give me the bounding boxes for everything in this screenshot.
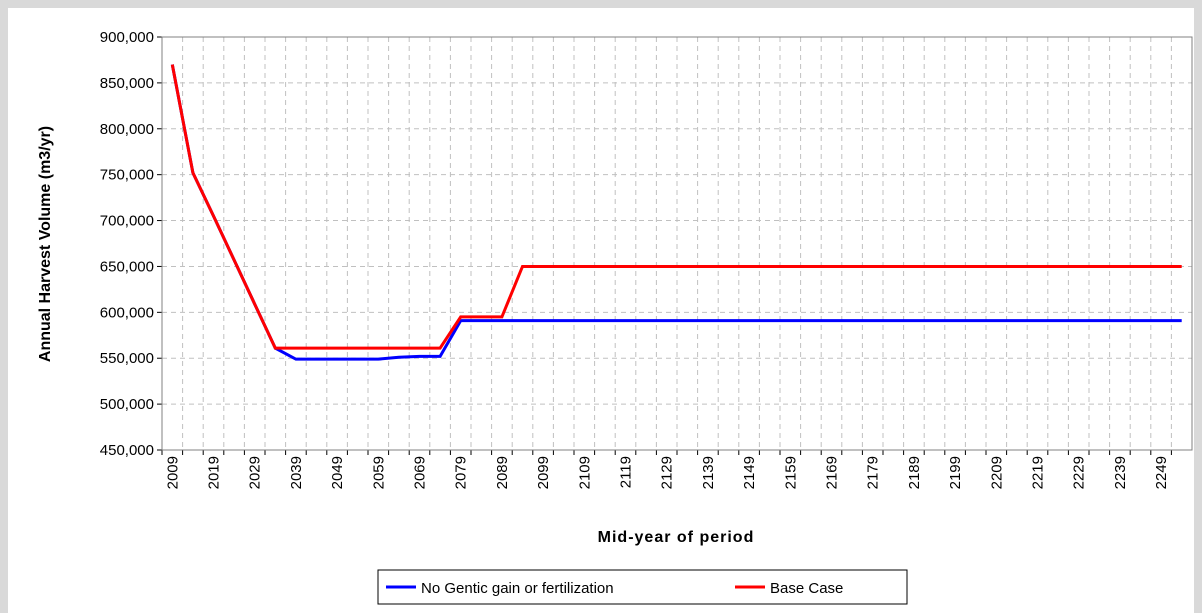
legend [377,569,908,605]
y-tick-label: 450,000 [100,442,154,459]
series-line [170,64,1182,361]
x-tick-label: 2199 [947,456,964,489]
x-tick-label: 2239 [1112,456,1129,489]
y-tick-label: 900,000 [100,29,154,46]
x-tick-label: 2069 [412,456,429,489]
x-tick-label: 2189 [906,456,923,489]
x-tick-label: 2209 [988,456,1005,489]
legend-label: Base Case [770,580,843,597]
x-tick-label: 2019 [206,456,223,489]
y-tick-label: 750,000 [100,167,154,184]
y-tick-label: 700,000 [100,213,154,230]
x-tick-label: 2089 [494,456,511,489]
legend-label: No Gentic gain or fertilization [421,580,614,597]
x-tick-label: 2219 [1030,456,1047,489]
x-tick-label: 2109 [576,456,593,489]
x-tick-label: 2079 [453,456,470,489]
x-tick-label: 2039 [288,456,305,489]
x-tick-label: 2169 [824,456,841,489]
x-tick-label: 2059 [370,456,387,489]
series-line [170,64,1182,350]
x-tick-label: 2099 [535,456,552,489]
x-tick-label: 2159 [782,456,799,489]
x-tick-label: 2119 [618,456,635,488]
x-tick-label: 2129 [659,456,676,489]
y-tick-label: 850,000 [100,75,154,92]
x-tick-label: 2139 [700,456,717,489]
y-axis-title: Annual Harvest Volume (m3/yr) [37,126,54,362]
y-tick-label: 550,000 [100,350,154,367]
y-tick-label: 500,000 [100,396,154,413]
x-tick-label: 2229 [1071,456,1088,489]
x-tick-label: 2009 [164,456,181,489]
y-tick-label: 600,000 [100,304,154,321]
plot-border [161,36,1193,451]
x-tick-label: 2029 [247,456,264,489]
x-tick-label: 2049 [329,456,346,489]
x-tick-label: 2179 [865,456,882,489]
x-tick-label: 2149 [741,456,758,489]
y-tick-label: 650,000 [100,258,154,275]
y-tick-label: 800,000 [100,121,154,138]
x-tick-label: 2249 [1153,456,1170,489]
x-axis-title: Mid-year of period [598,529,755,546]
